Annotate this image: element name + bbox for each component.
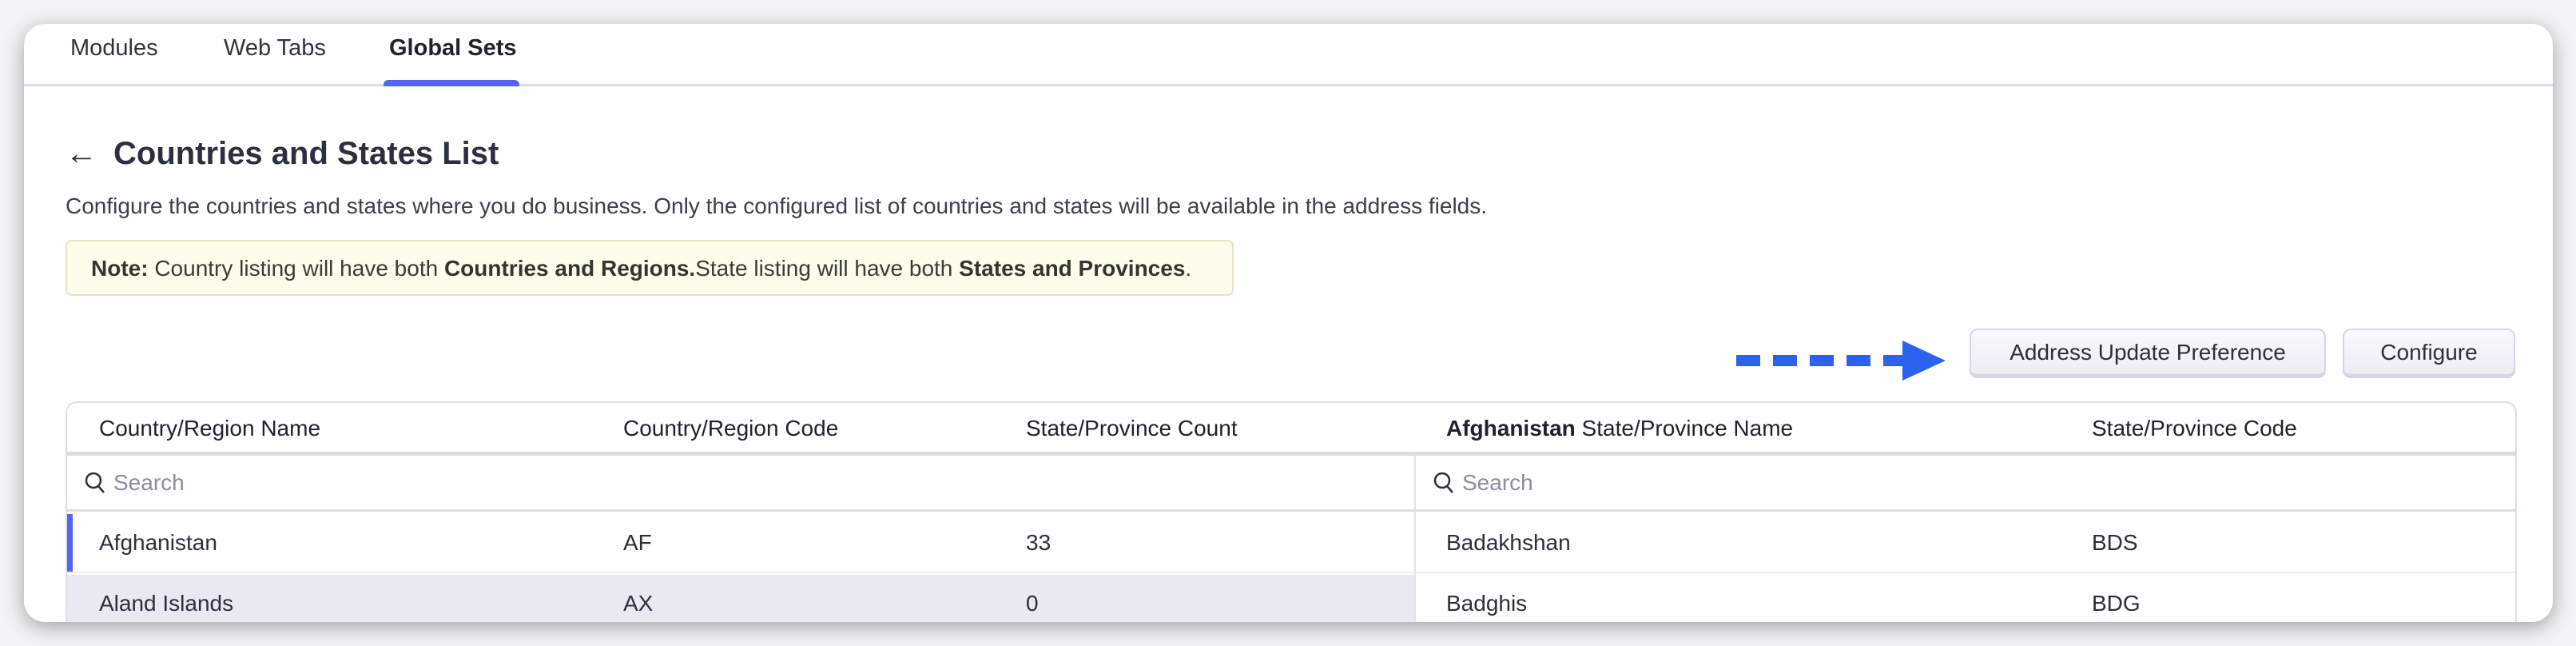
dashed-arrow-icon: [1736, 341, 1946, 381]
col-state-name-label: State/Province Name: [1575, 416, 1794, 441]
page-title-text: Countries and States List: [113, 136, 499, 171]
selected-row-indicator: [67, 514, 73, 572]
column-divider: [1414, 456, 1416, 622]
col-state-code: State/Province Code: [2092, 416, 2297, 441]
active-tab-indicator: [384, 80, 519, 86]
note-text: Country listing will have both: [148, 256, 444, 281]
state-code: BDG: [2092, 591, 2141, 616]
tab-modules[interactable]: Modules: [70, 35, 158, 61]
note-prefix: Note:: [91, 256, 149, 281]
search-icon: [1433, 472, 1453, 493]
table-row[interactable]: Afghanistan AF 33 Badakhshan BDS: [67, 514, 2515, 573]
note-banner: Note: Country listing will have both Cou…: [66, 240, 1234, 296]
table-row[interactable]: Aland Islands AX 0 Badghis BDG: [67, 575, 2515, 622]
search-placeholder: Search: [113, 469, 185, 495]
search-row: Search Search: [67, 456, 2515, 512]
state-name: Badghis: [1446, 591, 1528, 616]
col-country-name: Country/Region Name: [99, 416, 321, 441]
col-state-count: State/Province Count: [1026, 416, 1238, 441]
note-text: .: [1185, 256, 1192, 281]
note-bold: States and Provinces: [959, 256, 1186, 281]
settings-window: Modules Web Tabs Global Sets ← Countries…: [24, 24, 2553, 622]
table-header: Country/Region Name Country/Region Code …: [67, 403, 2515, 456]
tab-bar: Modules Web Tabs Global Sets: [24, 24, 2553, 86]
col-state-name: Afghanistan State/Province Name: [1446, 416, 1793, 441]
country-name: Aland Islands: [99, 591, 234, 616]
countries-states-table: Country/Region Name Country/Region Code …: [66, 401, 2517, 622]
country-code: AX: [623, 591, 654, 616]
note-bold: Countries and Regions.: [443, 256, 696, 281]
state-code: BDS: [2092, 530, 2138, 555]
state-search-input[interactable]: Search: [1416, 456, 2515, 509]
country-code: AF: [623, 530, 652, 555]
configure-button[interactable]: Configure: [2343, 329, 2515, 378]
page-title: ← Countries and States List: [66, 136, 499, 172]
address-update-preference-button[interactable]: Address Update Preference: [1970, 329, 2326, 378]
country-name: Afghanistan: [99, 530, 217, 555]
back-arrow-icon[interactable]: ←: [66, 136, 97, 171]
state-count: 33: [1026, 530, 1051, 555]
note-text: State listing will have both: [695, 256, 960, 281]
hovered-row-bg: [67, 575, 1414, 622]
tab-web-tabs[interactable]: Web Tabs: [224, 35, 326, 61]
state-name: Badakhshan: [1446, 530, 1571, 555]
selected-country-label: Afghanistan: [1446, 416, 1576, 441]
tab-global-sets[interactable]: Global Sets: [389, 35, 517, 61]
search-icon: [85, 472, 105, 493]
country-search-input[interactable]: Search: [67, 456, 1414, 509]
page-description: Configure the countries and states where…: [66, 193, 1488, 218]
state-count: 0: [1026, 591, 1039, 616]
search-placeholder: Search: [1462, 469, 1533, 495]
col-country-code: Country/Region Code: [623, 416, 839, 441]
